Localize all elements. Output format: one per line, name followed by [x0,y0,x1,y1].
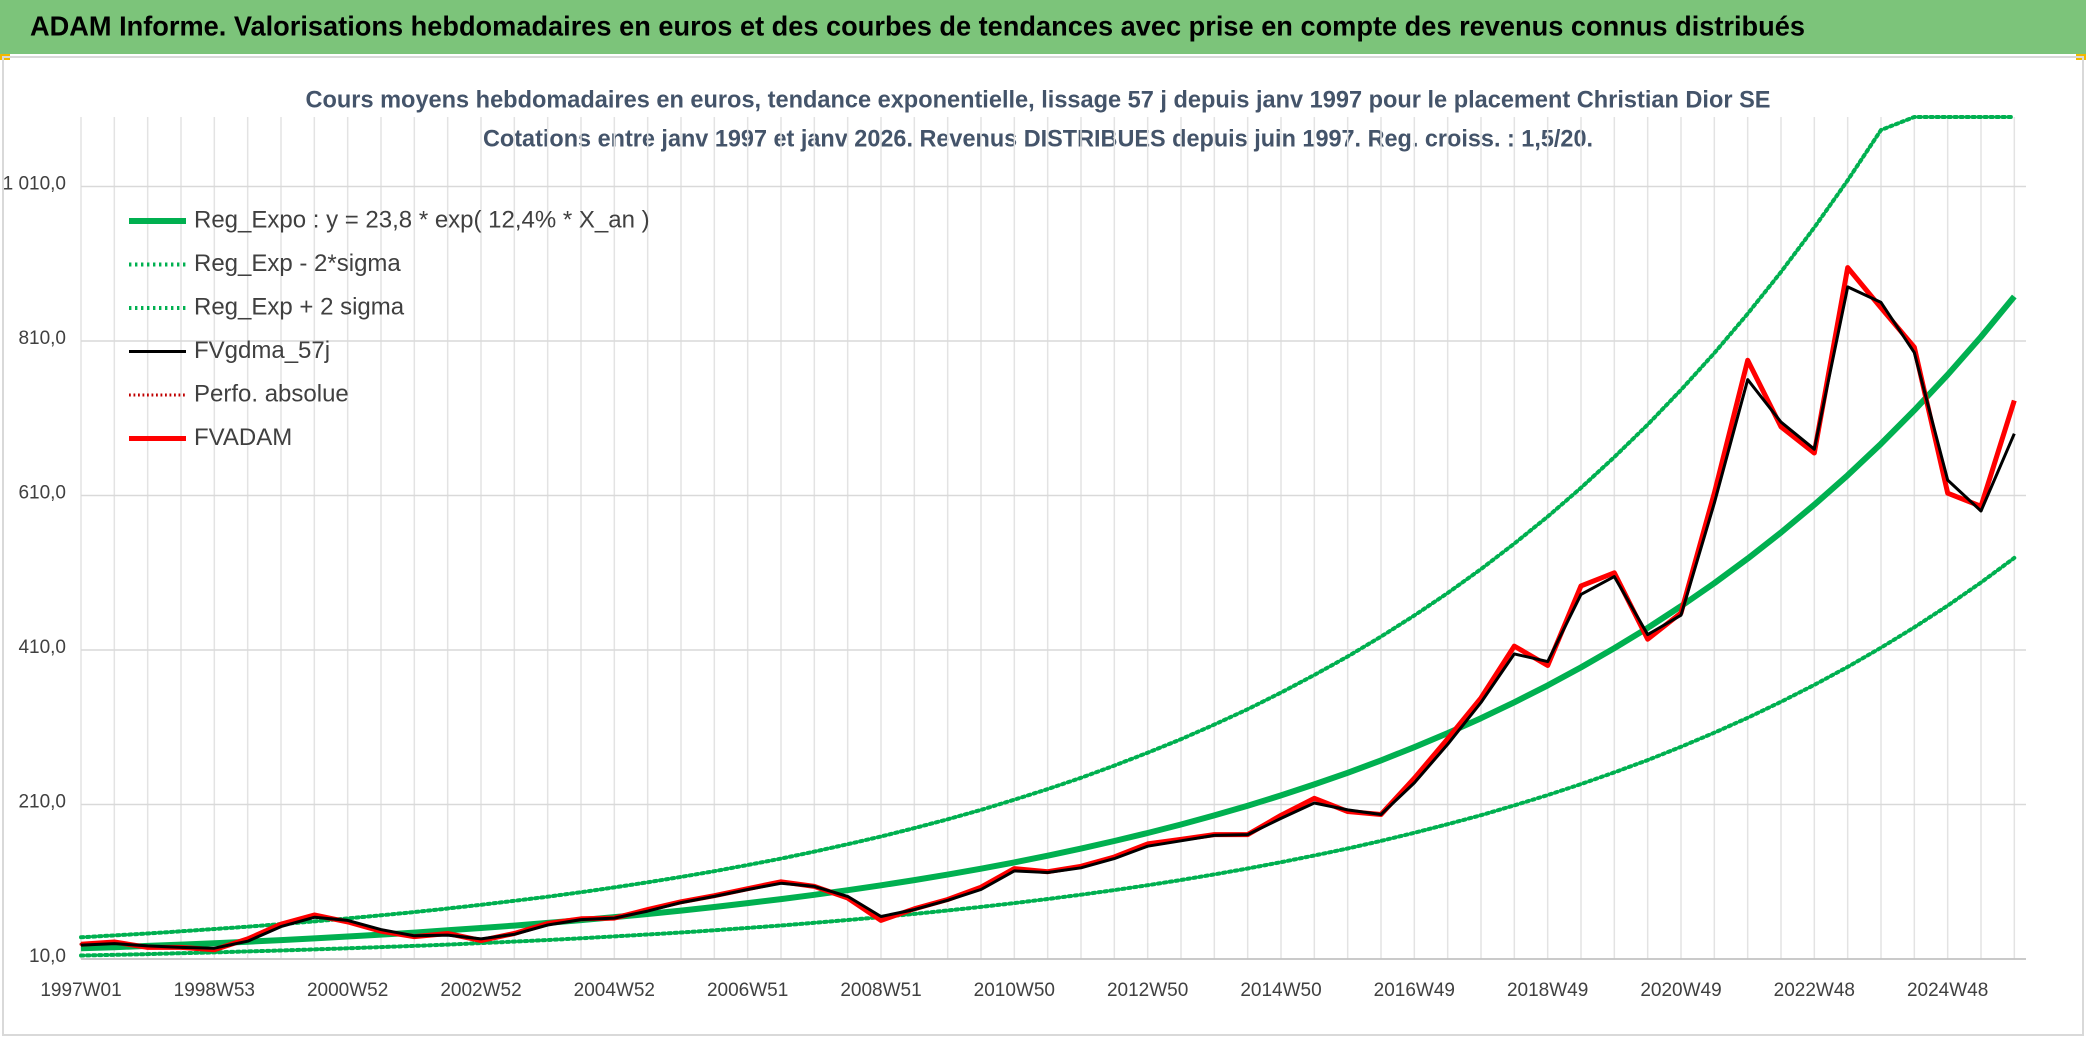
legend-label: Reg_Exp + 2 sigma [194,293,405,320]
x-tick-label: 2008W51 [840,980,921,1001]
y-tick-label: 410,0 [18,637,66,658]
x-tick-label: 2002W52 [440,980,521,1001]
x-tick-label: 2012W50 [1107,980,1188,1001]
x-tick-label: 1997W01 [40,980,121,1001]
page-title: ADAM Informe. Valorisations hebdomadaire… [30,10,1805,41]
series-line [80,285,2016,950]
x-tick-label: 2004W52 [574,980,655,1001]
chart-subtitle: Cotations entre janv 1997 et janv 2026. … [483,125,1593,152]
y-tick-label: 810,0 [18,328,66,349]
y-tick-label: 610,0 [18,483,66,504]
legend-label: Reg_Exp - 2*sigma [194,250,401,277]
x-tick-label: 2014W50 [1240,980,1321,1001]
legend-label: FVgdma_57j [194,337,330,364]
x-tick-label: 2018W49 [1507,980,1588,1001]
y-tick-label: 10,0 [29,946,66,967]
x-tick-label: 2006W51 [707,980,788,1001]
series-line [79,555,2017,958]
x-tick-label: 2020W49 [1640,980,1721,1001]
legend-label: Perfo. absolue [194,380,349,407]
y-tick-label: 1 010,0 [3,174,66,195]
title-bar [0,0,2086,54]
series-line [79,115,2017,940]
legend-label: FVADAM [194,424,292,451]
x-tick-label: 2022W48 [1774,980,1855,1001]
x-tick-label: 1998W53 [174,980,255,1001]
legend-label: Reg_Expo : y = 23,8 * exp( 12,4% * X_an … [194,206,650,233]
x-tick-label: 2024W48 [1907,980,1988,1001]
chart-border [2,56,2084,1036]
x-tick-label: 2010W50 [974,980,1055,1001]
x-tick-label: 2016W49 [1374,980,1455,1001]
x-tick-label: 2000W52 [307,980,388,1001]
chart-subtitle: Cours moyens hebdomadaires en euros, ten… [306,86,1771,113]
y-tick-label: 210,0 [18,792,66,813]
